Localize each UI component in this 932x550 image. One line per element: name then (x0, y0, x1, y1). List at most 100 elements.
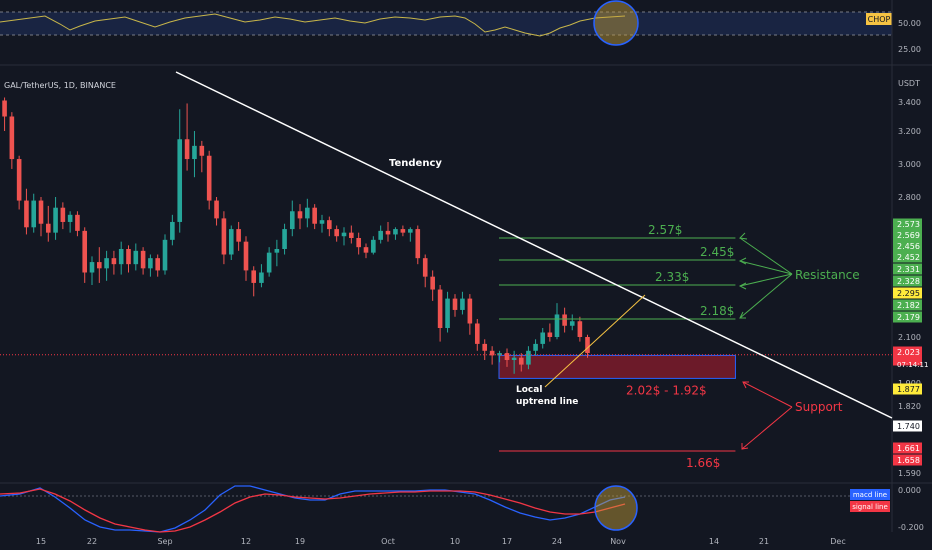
price-tag-12: 1.661 (897, 444, 920, 453)
price-tag-bg-11 (893, 420, 922, 432)
price-tag-13: 1.658 (897, 456, 920, 465)
tendency-label: Tendency (389, 158, 442, 169)
price-tag-bg-13 (893, 454, 922, 466)
candle-body-34 (221, 218, 227, 255)
candle-body-38 (251, 270, 257, 283)
price-tick-2: 3.000 (898, 160, 921, 169)
price-tick-1: 3.200 (898, 127, 921, 136)
candle-body-80 (562, 314, 567, 326)
candle-body-25 (155, 258, 160, 271)
macd-legend-label: macd line (853, 491, 887, 499)
time-tick-1: 22 (87, 537, 97, 546)
price-tag-0: 2.573 (897, 220, 920, 229)
chop-line (0, 13, 626, 37)
candle-body-14 (75, 214, 80, 231)
candle-body-83 (585, 337, 590, 354)
chart-title: GAL/TetherUS, 1D, BINANCE (4, 81, 116, 90)
candle-body-28 (177, 139, 183, 222)
candle-body-11 (53, 207, 58, 233)
support-zone[interactable] (498, 354, 736, 379)
candle-body-51 (349, 232, 354, 238)
candle-body-36 (236, 229, 241, 242)
macd-highlight-circle (594, 485, 638, 531)
candle-body-27 (170, 221, 175, 240)
candle-body-43 (289, 211, 295, 230)
price-tag-bg-5 (893, 275, 922, 287)
price-tag-8: 2.179 (897, 313, 920, 322)
candle-body-26 (162, 239, 168, 271)
candle-body-68 (474, 323, 480, 344)
candle-body-44 (297, 211, 303, 219)
chop-pane: CHOP 50.00 25.00 (0, 0, 932, 66)
candle-body-78 (547, 332, 553, 337)
candle-body-63 (437, 289, 443, 328)
price-tag-5: 2.328 (897, 277, 920, 286)
candle-body-76 (533, 343, 538, 351)
price-tag-bg-4 (893, 263, 922, 275)
candle-body-72 (504, 353, 510, 360)
time-tick-3: 12 (241, 537, 251, 546)
price-tag-bg-1 (893, 229, 922, 241)
local-uptrend-line[interactable] (544, 294, 646, 388)
time-tick-11: 21 (759, 537, 769, 546)
price-tag-bg-10 (893, 383, 922, 395)
candle-body-46 (312, 207, 317, 224)
price-tag-1: 2.569 (897, 231, 920, 240)
macd-pane: 0.000 -0.200 macd line signal line (0, 485, 924, 533)
resistance-label: Resistance (795, 268, 860, 282)
price-tick-5: 2.100 (898, 333, 921, 342)
price-tag-2: 2.456 (897, 242, 920, 251)
local-uptrend-label-line2: uptrend line (516, 397, 578, 407)
price-tag-4: 2.331 (897, 265, 920, 274)
resistance-level-label-2: 2.33$ (655, 270, 689, 284)
candle-body-42 (282, 229, 287, 249)
candle-body-56 (385, 230, 391, 235)
candle-body-10 (45, 223, 51, 233)
candle-body-45 (305, 207, 310, 219)
countdown-label: 07:14:11 (897, 361, 928, 369)
price-tag-bg-0 (893, 218, 922, 230)
resistance-arrows (738, 232, 793, 319)
time-tick-8: 24 (552, 537, 562, 546)
chop-tick-50: 50.00 (898, 19, 921, 28)
time-tick-9: Nov (610, 537, 626, 546)
candle-body-6 (16, 159, 22, 201)
resistance-level-label-1: 2.45$ (700, 245, 734, 259)
candle-body-55 (378, 230, 383, 240)
time-tick-7: 17 (502, 537, 512, 546)
local-uptrend-label-line1: Local (516, 385, 542, 395)
candle-body-75 (526, 350, 531, 365)
time-tick-0: 15 (36, 537, 46, 546)
price-tag-9: 2.023 (897, 348, 920, 357)
candle-body-79 (554, 314, 560, 337)
support-level-label: 1.66$ (686, 456, 720, 470)
price-tick-7: 1.820 (898, 402, 921, 411)
candle-body-67 (467, 298, 473, 324)
candles[interactable] (0, 75, 590, 374)
support-arrows (741, 381, 793, 450)
time-tick-10: 14 (709, 537, 719, 546)
candle-body-69 (482, 343, 488, 351)
candle-body-82 (577, 321, 583, 337)
candle-body-13 (67, 214, 73, 222)
resistance-level-label-3: 2.18$ (700, 304, 734, 318)
macd-tick-zero: 0.000 (898, 486, 921, 495)
signal-legend-label: signal line (852, 503, 888, 511)
price-tag-3: 2.452 (897, 253, 920, 262)
chop-label: CHOP (868, 15, 891, 24)
resistance-level-label-0: 2.57$ (648, 223, 682, 237)
price-tag-10: 1.877 (897, 385, 920, 394)
candle-body-65 (452, 298, 458, 310)
price-tick-8: 1.590 (898, 469, 921, 478)
tendency-trendline[interactable] (175, 71, 893, 419)
candle-body-81 (569, 321, 575, 326)
support-label: Support (795, 400, 843, 414)
candle-body-5 (9, 116, 15, 160)
chop-label-box (866, 13, 892, 25)
candle-body-41 (274, 249, 280, 253)
candle-body-64 (445, 298, 450, 328)
candle-body-49 (334, 229, 339, 237)
candle-body-53 (363, 247, 369, 253)
candle-body-50 (341, 232, 347, 237)
